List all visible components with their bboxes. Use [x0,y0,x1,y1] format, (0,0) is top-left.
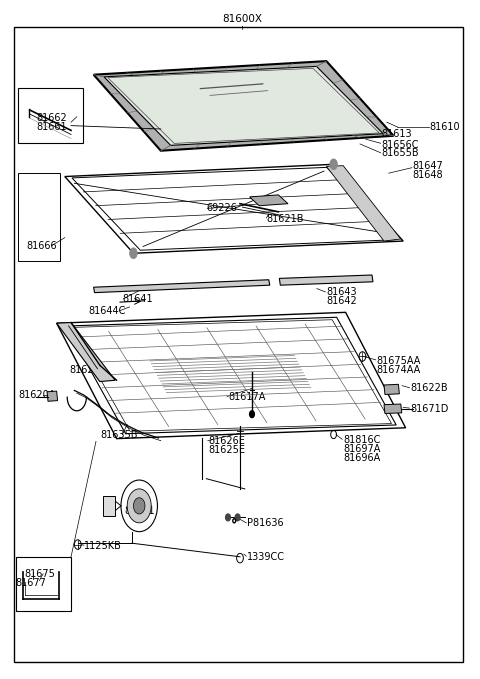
Polygon shape [384,384,399,394]
Circle shape [226,514,230,521]
Text: 81600X: 81600X [222,14,263,24]
Polygon shape [47,391,58,401]
Bar [16,557,71,611]
Text: 81623: 81623 [70,365,100,375]
Polygon shape [108,69,379,143]
Text: P81636: P81636 [247,518,284,528]
Text: 81625E: 81625E [209,445,246,455]
Text: 69226: 69226 [206,204,237,213]
Text: 1339CC: 1339CC [247,552,285,562]
Text: 81610: 81610 [430,122,460,132]
Text: 81677: 81677 [15,578,46,587]
Text: 81696A: 81696A [343,454,381,463]
Text: 81647: 81647 [413,162,444,171]
Text: 81631: 81631 [124,506,155,515]
Text: 81666: 81666 [26,241,57,251]
Circle shape [235,514,240,521]
Bar [18,173,60,261]
Circle shape [250,411,254,418]
Text: 81656C: 81656C [382,140,419,149]
Text: 81661: 81661 [36,122,67,132]
Circle shape [133,498,145,514]
Text: 81662: 81662 [36,113,67,123]
Text: 81620A: 81620A [18,390,56,400]
Polygon shape [104,67,383,145]
Polygon shape [94,61,394,151]
Bar [18,88,83,143]
Polygon shape [57,323,115,382]
Text: 81697A: 81697A [343,445,381,454]
Text: 81617A: 81617A [228,392,265,402]
Polygon shape [279,275,373,285]
Text: 81655B: 81655B [382,149,419,158]
Text: 81621B: 81621B [266,214,304,223]
Polygon shape [250,195,288,206]
Text: 81675AA: 81675AA [377,356,421,366]
Text: 81622B: 81622B [410,384,448,393]
Text: 81671D: 81671D [410,404,449,414]
Text: 81675: 81675 [24,569,55,579]
Text: 81641: 81641 [122,294,153,304]
Circle shape [130,248,137,259]
Text: 81648: 81648 [413,170,444,180]
Text: 81644C: 81644C [89,306,126,316]
Text: 81635B: 81635B [101,430,138,439]
Circle shape [330,159,337,170]
Polygon shape [94,280,270,293]
Text: 81626E: 81626E [209,437,246,446]
Polygon shape [384,404,402,414]
Text: 81613: 81613 [382,130,412,139]
Text: 1125KB: 1125KB [84,541,122,551]
Text: 81643: 81643 [326,287,357,297]
Text: 81816C: 81816C [343,435,381,445]
Text: 81674AA: 81674AA [377,365,421,375]
Polygon shape [326,166,401,241]
Circle shape [127,489,151,523]
Bar [103,496,115,516]
Text: 81642: 81642 [326,296,357,306]
